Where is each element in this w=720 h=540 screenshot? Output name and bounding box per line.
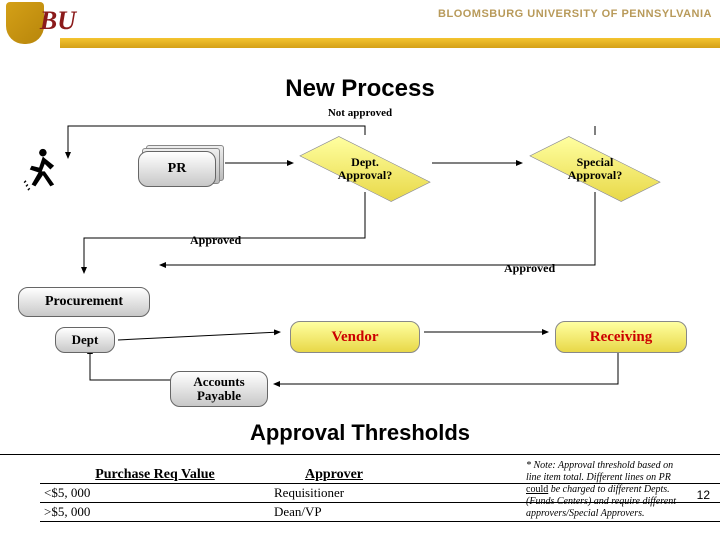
page-title: New Process <box>0 75 720 103</box>
dept-approval-diamond: Dept. Approval? <box>300 141 430 197</box>
th-value: >$5, 000 <box>40 503 270 521</box>
vendor-box: Vendor <box>290 321 420 353</box>
org-name: BLOOMSBURG UNIVERSITY OF PENNSYLVANIA <box>438 8 712 20</box>
dept-approval-label: Dept. Approval? <box>300 156 430 182</box>
pr-box: PR <box>138 151 216 187</box>
gold-bar <box>60 38 720 48</box>
special-approval-diamond: Special Approval? <box>530 141 660 197</box>
th-col1-header: Purchase Req Value <box>40 467 270 483</box>
accounts-payable-box: Accounts Payable <box>170 371 268 407</box>
approved-label-1: Approved <box>190 233 241 248</box>
procurement-box: Procurement <box>18 287 150 317</box>
th-col2-header: Approver <box>274 467 394 483</box>
logo-initials: BU <box>40 6 76 36</box>
header: BLOOMSBURG UNIVERSITY OF PENNSYLVANIA BU <box>0 0 720 55</box>
th-approver: Dean/VP <box>270 503 390 521</box>
flowchart: PR Dept. Approval? Special Approval? App… <box>0 119 720 409</box>
logo: BU <box>6 2 66 52</box>
dept-box: Dept <box>55 327 115 353</box>
footer: Approval Thresholds Purchase Req Value A… <box>0 420 720 540</box>
thresholds-title: Approval Thresholds <box>0 420 720 446</box>
th-value: <$5, 000 <box>40 484 270 502</box>
note-prefix: * Note: Approval threshold based on line… <box>526 460 673 483</box>
divider <box>0 454 720 455</box>
th-approver: Requisitioner <box>270 484 390 502</box>
approved-label-2: Approved <box>504 261 555 276</box>
note-underlined: could <box>526 484 548 495</box>
page-number: 12 <box>697 488 710 502</box>
not-approved-label: Not approved <box>0 107 720 119</box>
runner-icon <box>22 147 60 192</box>
note-suffix: be charged to different Depts. (Funds Ce… <box>526 484 676 519</box>
receiving-box: Receiving <box>555 321 687 353</box>
footnote: * Note: Approval threshold based on line… <box>526 460 690 520</box>
special-approval-label: Special Approval? <box>530 156 660 182</box>
